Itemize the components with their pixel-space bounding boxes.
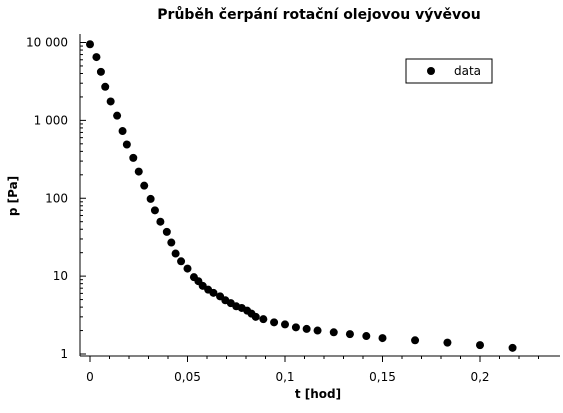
data-point <box>162 227 171 236</box>
data-point <box>443 338 452 347</box>
data-point <box>106 97 115 106</box>
data-point <box>122 140 131 149</box>
data-point <box>156 217 165 226</box>
data-point <box>411 336 420 345</box>
y-axis-ticks: 1 10 100 1 000 10 000 <box>26 36 86 361</box>
data-point <box>118 127 127 136</box>
data-point <box>508 343 517 352</box>
data-point <box>167 238 176 247</box>
data-point <box>140 181 149 190</box>
x-tick-label: 0,1 <box>275 370 294 384</box>
y-axis-label: p [Pa] <box>6 176 20 216</box>
x-tick-label: 0,05 <box>174 370 201 384</box>
data-point <box>313 326 322 335</box>
y-tick-label: 100 <box>45 191 68 205</box>
data-point <box>146 194 155 203</box>
data-point <box>302 324 311 333</box>
data-point <box>329 328 338 337</box>
legend: data <box>405 58 493 84</box>
data-point <box>378 334 387 343</box>
data-point <box>362 332 371 341</box>
y-tick-label: 10 <box>53 269 68 283</box>
data-point <box>86 40 94 49</box>
data-point <box>171 249 180 258</box>
data-point <box>92 53 101 62</box>
data-series <box>86 40 517 352</box>
data-point <box>209 288 218 297</box>
data-point <box>281 320 289 329</box>
chart-title: Průběh čerpání rotační olejovou vývěvou <box>157 6 480 23</box>
x-tick-label: 0,2 <box>470 370 489 384</box>
data-point <box>345 330 354 339</box>
legend-label: data <box>454 64 481 78</box>
x-axis-ticks: 0 0,05 0,1 0,15 0,2 <box>86 356 539 384</box>
x-tick-label: 0 <box>86 370 94 384</box>
data-point <box>251 312 260 321</box>
data-point <box>259 315 268 324</box>
data-point <box>101 82 110 91</box>
data-point <box>96 67 105 76</box>
legend-box <box>405 58 493 84</box>
data-point <box>134 167 143 176</box>
data-point <box>476 341 484 350</box>
data-point <box>113 111 122 120</box>
y-tick-label: 10 000 <box>26 36 68 50</box>
y-tick-label: 1 000 <box>34 113 68 127</box>
legend-marker <box>427 67 435 75</box>
x-tick-label: 0,15 <box>369 370 396 384</box>
x-axis-label: t [hod] <box>295 387 341 401</box>
y-tick-label: 1 <box>60 347 68 361</box>
data-point <box>129 153 138 162</box>
data-point <box>291 323 300 332</box>
data-point <box>150 206 159 215</box>
data-point <box>183 264 192 273</box>
data-point <box>270 318 279 327</box>
data-point <box>177 257 186 266</box>
